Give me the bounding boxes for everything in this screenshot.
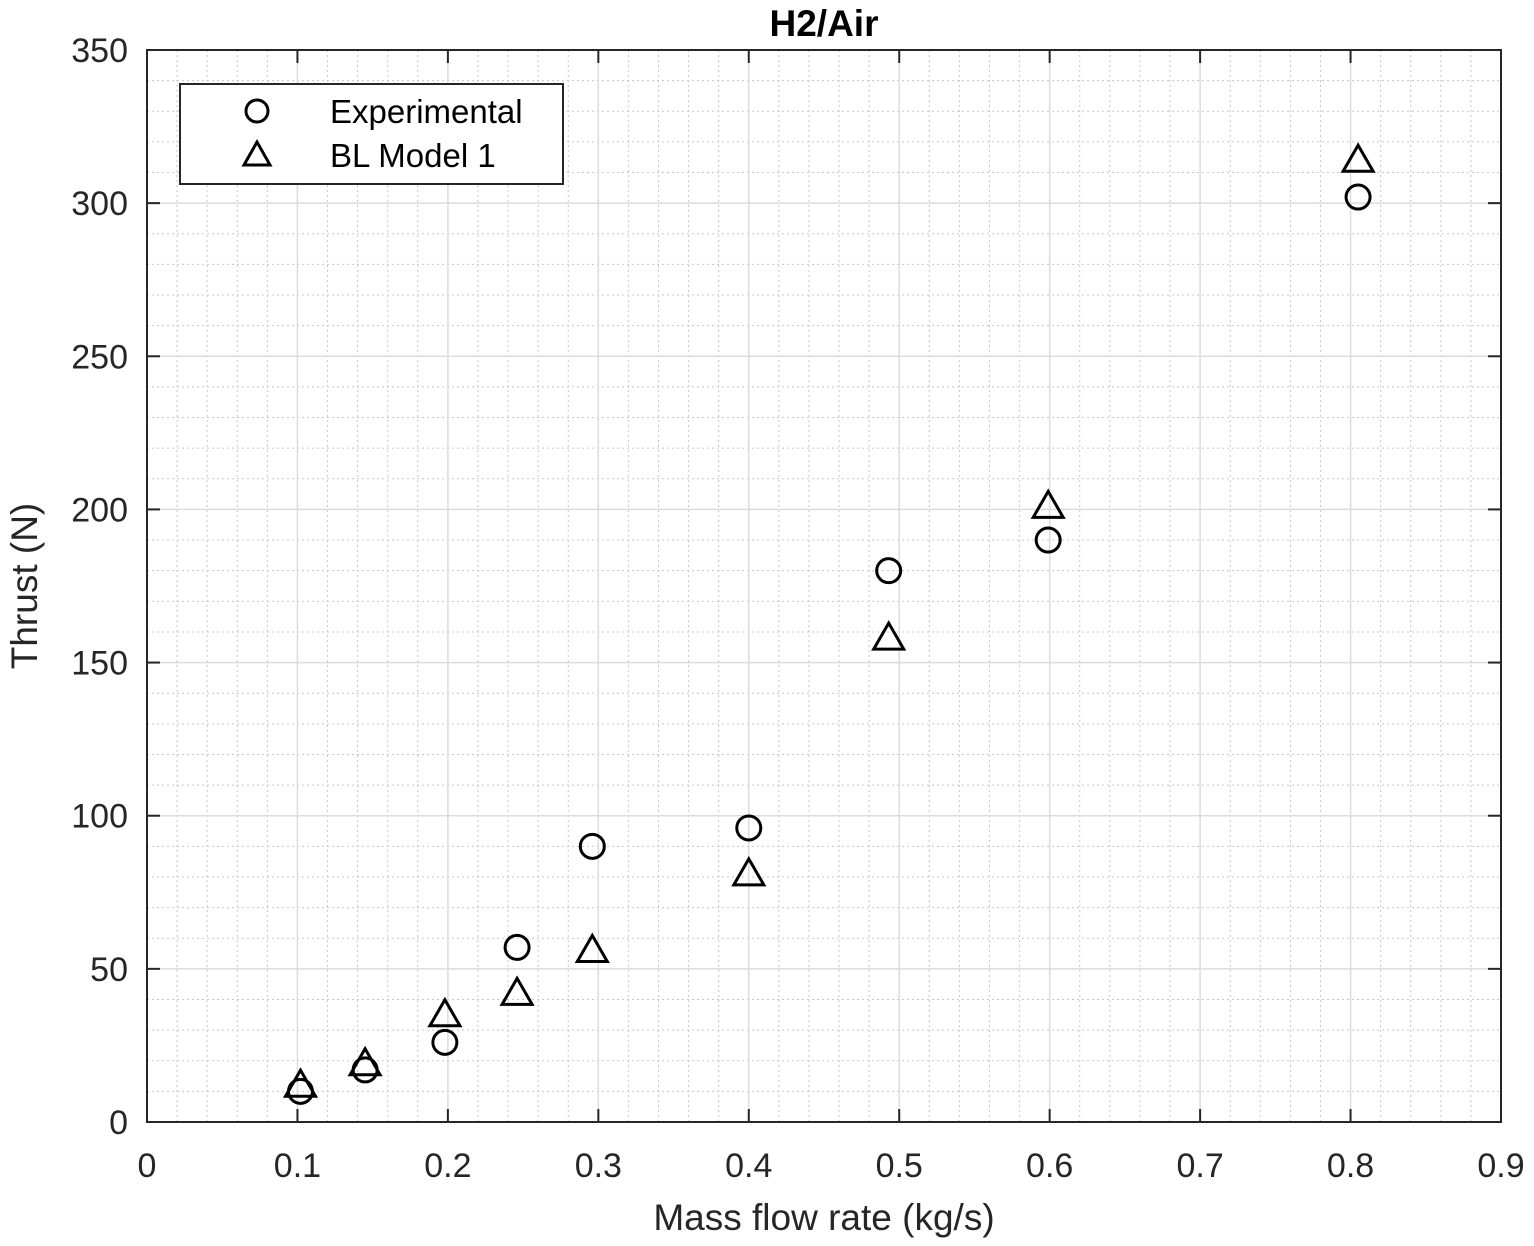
data-point-bl-model-1: [347, 1045, 383, 1077]
x-tick-labels: 0 0.1 0.2 0.3 0.4 0.5 0.6 0.7 0.8 0.9: [138, 1147, 1525, 1185]
axis-ticks: [146, 49, 1502, 1123]
data-series: [282, 142, 1376, 1105]
data-point-bl-model-1: [574, 932, 610, 963]
legend-label-bl-model-1: BL Model 1: [330, 137, 496, 174]
y-tick-labels: 0 50 100 150 200 250 300 350: [71, 32, 128, 1142]
legend-triangle-marker-icon: [241, 138, 273, 167]
data-point-experimental: [503, 933, 531, 961]
data-point-bl-model-1: [427, 996, 463, 1028]
x-axis-label: Mass flow rate (kg/s): [653, 1197, 994, 1238]
series-bl-model-1: [282, 142, 1376, 1098]
y-tick-label: 100: [71, 798, 128, 836]
legend-circle-marker-icon: [244, 98, 270, 124]
data-point-bl-model-1: [282, 1067, 319, 1098]
y-tick-label: 350: [71, 32, 128, 70]
data-point-bl-model-1: [499, 975, 535, 1006]
y-tick-label: 50: [90, 951, 128, 989]
x-tick-label: 0.1: [274, 1147, 321, 1185]
y-tick-label: 0: [109, 1104, 128, 1142]
axes-box: [146, 49, 1502, 1123]
x-tick-label: 0: [138, 1147, 157, 1185]
data-point-bl-model-1: [1340, 142, 1376, 173]
y-tick-label: 250: [71, 338, 128, 376]
data-point-experimental: [1034, 526, 1062, 554]
legend-label-experimental: Experimental: [330, 93, 523, 130]
legend: Experimental BL Model 1: [179, 83, 564, 185]
x-tick-label: 0.6: [1026, 1147, 1073, 1185]
x-tick-label: 0.7: [1176, 1147, 1223, 1185]
plot-background: [147, 50, 1501, 1122]
x-tick-label: 0.3: [575, 1147, 622, 1185]
x-tick-label: 0.9: [1477, 1147, 1524, 1185]
data-point-experimental: [578, 832, 606, 860]
data-point-bl-model-1: [1030, 488, 1066, 519]
x-tick-label: 0.8: [1327, 1147, 1374, 1185]
y-tick-label: 150: [71, 645, 128, 683]
minor-grid: [147, 50, 1501, 1122]
y-axis-label: Thrust (N): [4, 503, 45, 670]
data-point-experimental: [735, 814, 763, 842]
x-tick-label: 0.4: [725, 1147, 772, 1185]
chart-title: H2/Air: [770, 3, 879, 44]
data-point-experimental: [1344, 183, 1372, 211]
y-tick-label: 200: [71, 491, 128, 529]
data-point-experimental: [875, 557, 903, 585]
data-point-bl-model-1: [871, 620, 907, 651]
legend-box: [179, 83, 564, 185]
x-tick-label: 0.2: [424, 1147, 471, 1185]
data-point-bl-model-1: [731, 855, 767, 887]
x-tick-label: 0.5: [876, 1147, 923, 1185]
data-point-experimental: [431, 1028, 459, 1056]
y-tick-label: 300: [71, 185, 128, 223]
